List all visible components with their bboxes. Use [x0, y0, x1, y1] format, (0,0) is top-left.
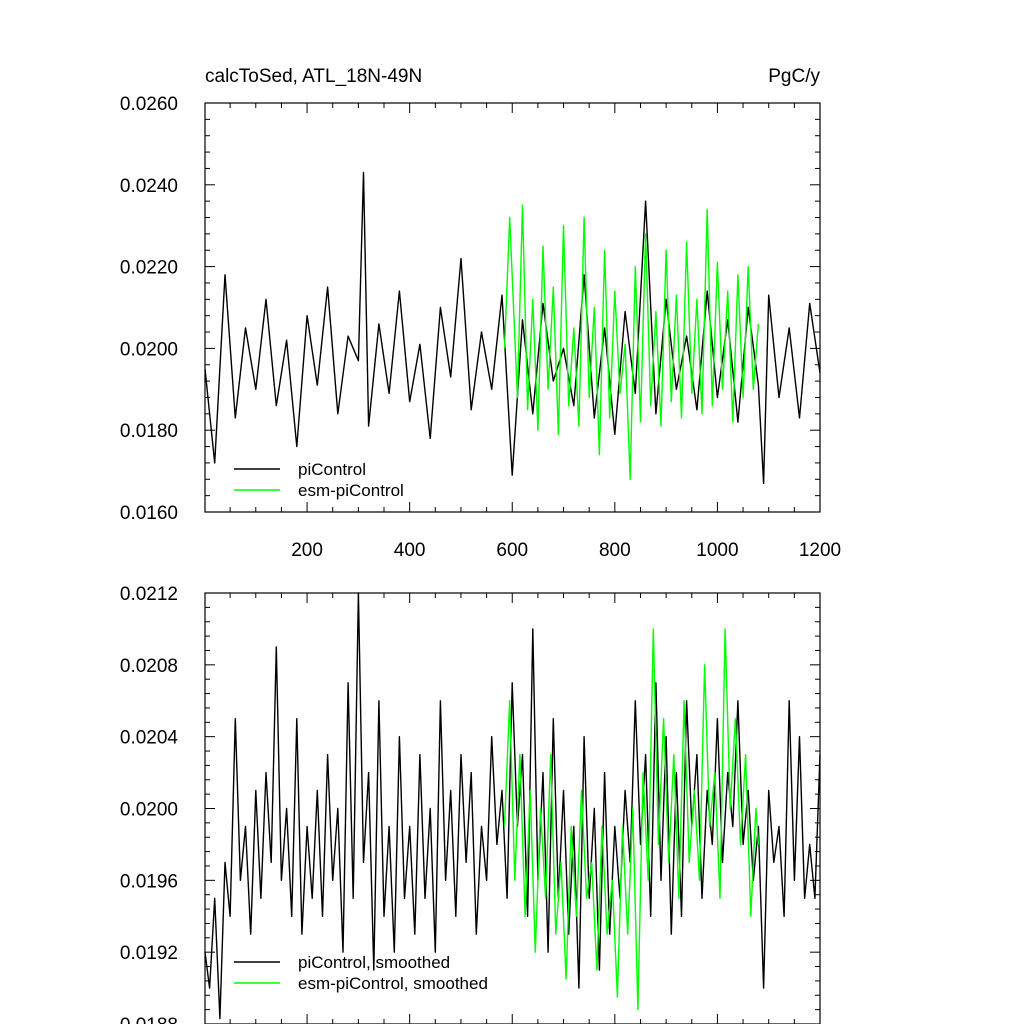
legend-label-esm-picontrol: esm-piControl — [298, 481, 404, 500]
x-tick-label: 800 — [599, 540, 631, 561]
y-tick-label: 0.0204 — [120, 728, 179, 749]
bottom-legend: piControl, smoothed esm-piControl, smoot… — [234, 953, 488, 993]
top-plot-frame — [204, 102, 821, 513]
x-tick-label: 600 — [496, 540, 528, 561]
y-tick-label: 0.0220 — [120, 258, 178, 279]
top-legend: piControl esm-piControl — [234, 460, 404, 500]
y-tick-label: 0.0188 — [120, 1015, 178, 1024]
legend-label-picontrol-smoothed: piControl, smoothed — [298, 953, 450, 972]
series-line-1 — [503, 204, 760, 480]
bottom-series-lines — [204, 592, 821, 1020]
y-tick-label: 0.0196 — [120, 871, 178, 892]
top-axis-ticks: 0.0160 0.0180 0.0200 0.0220 0.0240 0.0260 200 4… — [120, 94, 841, 561]
bottom-plot-frame — [204, 592, 821, 1024]
top-panel: calcToSed, ATL_18N-49N PgC/y 0.0160 0.018… — [120, 66, 841, 561]
y-tick-label: 0.0240 — [120, 176, 178, 197]
y-tick-label: 0.0192 — [120, 943, 178, 964]
series-line-0 — [204, 592, 821, 1020]
x-tick-label: 1000 — [696, 540, 738, 561]
top-series-lines — [204, 171, 821, 485]
legend-label-esm-picontrol-smoothed: esm-piControl, smoothed — [298, 974, 488, 993]
y-tick-label: 0.0180 — [120, 421, 178, 442]
x-tick-label: 1200 — [799, 540, 841, 561]
legend-label-picontrol: piControl — [298, 460, 366, 479]
x-tick-label: 200 — [291, 540, 323, 561]
top-title-units: PgC/y — [768, 66, 820, 87]
series-line-1 — [503, 628, 760, 1011]
y-tick-label: 0.0260 — [120, 94, 178, 115]
y-tick-label: 0.0200 — [120, 339, 178, 360]
x-tick-label: 400 — [394, 540, 426, 561]
bottom-panel: 0.0188 0.0192 0.0196 0.0200 0.0204 0.0208 0.02… — [120, 584, 821, 1024]
bottom-axis-ticks: 0.0188 0.0192 0.0196 0.0200 0.0204 0.0208 0.02… — [120, 584, 821, 1024]
y-tick-label: 0.0208 — [120, 656, 178, 677]
series-line-0 — [204, 171, 821, 485]
top-title-left: calcToSed, ATL_18N-49N — [205, 66, 422, 87]
y-tick-label: 0.0160 — [120, 503, 178, 524]
y-tick-label: 0.0200 — [120, 800, 178, 821]
y-tick-label: 0.0212 — [120, 584, 178, 605]
